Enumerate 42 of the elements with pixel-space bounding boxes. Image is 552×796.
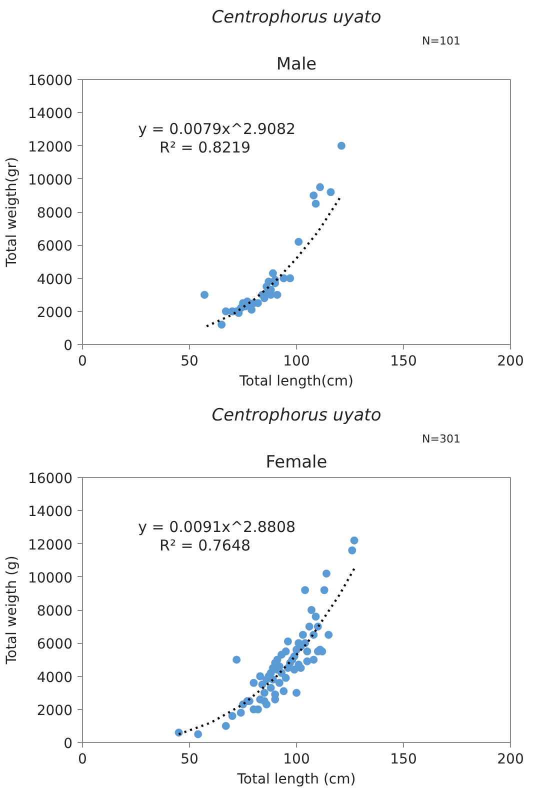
x-axis-title: Total length (cm) [236,772,356,788]
y-tick-label: 12000 [28,139,73,156]
y-tick-label: 8000 [36,604,73,620]
y-tick-label: 2000 [36,702,73,719]
x-tick-label: 100 [283,752,310,768]
y-axis-title: Total weigth (g) [4,556,20,666]
y-tick-label: 2000 [36,304,73,321]
y-tick-label: 16000 [28,73,73,89]
x-tick-label: 50 [180,354,198,370]
x-tick-label: 200 [497,354,524,370]
y-tick-label: 14000 [28,504,73,520]
annotation: R² = 0.8219 [160,138,251,156]
chart-title: Centrophorus uyato [212,406,382,426]
y-tick-label: 14000 [28,106,73,122]
y-tick-label: 12000 [28,537,73,554]
annotation: y = 0.0091x^2.8808 [138,518,296,536]
x-tick-label: 150 [390,752,417,768]
y-tick-label: 6000 [36,238,73,255]
x-axis-title: Total length(cm) [238,374,354,390]
chart-subtitle: Male [276,54,317,74]
x-tick-label: 150 [390,354,417,370]
y-tick-label: 4000 [36,272,73,288]
y-tick-label: 4000 [36,670,73,686]
annotation: y = 0.0079x^2.9082 [138,120,296,138]
x-tick-label: 100 [283,354,310,370]
x-tick-label: 0 [78,752,87,768]
text: N=101 [422,34,461,48]
y-tick-label: 6000 [36,636,73,653]
chart-subtitle: Female [266,452,328,472]
x-tick-label: 200 [497,752,524,768]
x-tick-label: 50 [180,752,198,768]
text: N=301 [422,432,461,446]
y-tick-label: 0 [64,338,73,354]
y-tick-label: 10000 [28,172,73,188]
y-tick-label: 8000 [36,206,73,222]
y-tick-label: 0 [64,736,73,752]
annotation: R² = 0.7648 [160,536,251,554]
y-axis-title: Total weigth(gr) [4,157,20,268]
x-tick-label: 0 [78,354,87,370]
chart-title: Centrophorus uyato [212,8,382,28]
y-tick-label: 16000 [28,471,73,487]
y-tick-label: 10000 [28,570,73,586]
